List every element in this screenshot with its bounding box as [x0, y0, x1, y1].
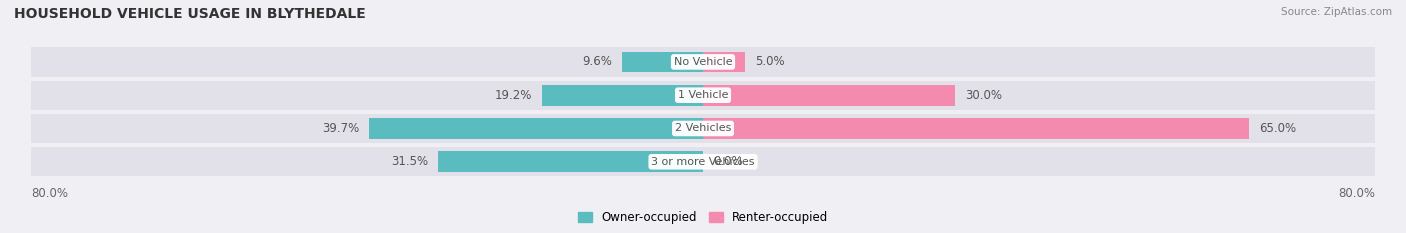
Text: 2 Vehicles: 2 Vehicles: [675, 123, 731, 134]
Text: HOUSEHOLD VEHICLE USAGE IN BLYTHEDALE: HOUSEHOLD VEHICLE USAGE IN BLYTHEDALE: [14, 7, 366, 21]
Text: 9.6%: 9.6%: [582, 55, 612, 69]
Bar: [703, 118, 1249, 139]
Text: 0.0%: 0.0%: [713, 155, 742, 168]
Bar: [623, 51, 703, 72]
Bar: [370, 118, 703, 139]
Text: No Vehicle: No Vehicle: [673, 57, 733, 67]
Bar: [439, 151, 703, 172]
Bar: [31, 81, 703, 110]
Text: 30.0%: 30.0%: [965, 89, 1002, 102]
Bar: [31, 147, 703, 176]
Text: 80.0%: 80.0%: [1339, 187, 1375, 200]
Legend: Owner-occupied, Renter-occupied: Owner-occupied, Renter-occupied: [572, 206, 834, 229]
Text: 80.0%: 80.0%: [31, 187, 67, 200]
Text: 1 Vehicle: 1 Vehicle: [678, 90, 728, 100]
Text: 19.2%: 19.2%: [495, 89, 531, 102]
Text: 5.0%: 5.0%: [755, 55, 785, 69]
Bar: [703, 51, 745, 72]
Bar: [31, 114, 703, 143]
Text: 3 or more Vehicles: 3 or more Vehicles: [651, 157, 755, 167]
Bar: [541, 85, 703, 106]
Text: 39.7%: 39.7%: [322, 122, 360, 135]
Bar: [703, 85, 955, 106]
Text: 65.0%: 65.0%: [1260, 122, 1296, 135]
Bar: [703, 114, 1375, 143]
Text: Source: ZipAtlas.com: Source: ZipAtlas.com: [1281, 7, 1392, 17]
Bar: [703, 147, 1375, 176]
Text: 31.5%: 31.5%: [391, 155, 429, 168]
Bar: [31, 47, 703, 77]
Bar: [703, 81, 1375, 110]
Bar: [703, 47, 1375, 77]
